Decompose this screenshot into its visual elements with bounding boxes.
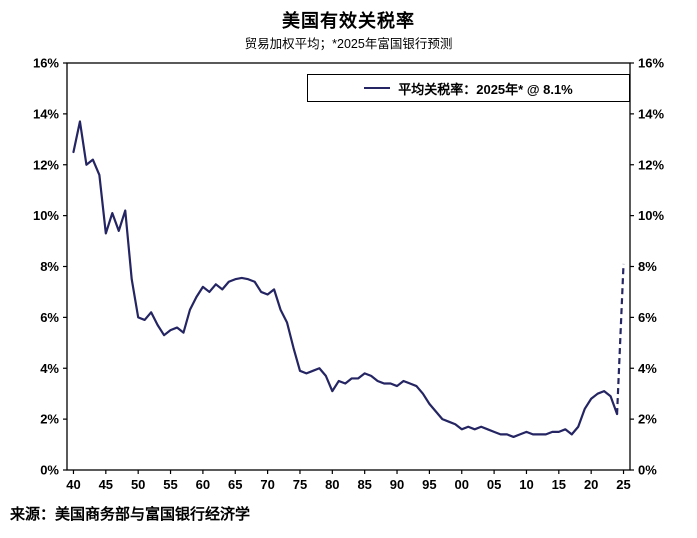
svg-text:12%: 12% xyxy=(638,157,664,172)
svg-text:6%: 6% xyxy=(638,310,657,325)
svg-text:2%: 2% xyxy=(40,412,59,427)
legend-line-sample xyxy=(364,87,391,89)
svg-text:15: 15 xyxy=(552,477,566,492)
svg-text:50: 50 xyxy=(131,477,145,492)
svg-text:20: 20 xyxy=(584,477,598,492)
svg-text:4%: 4% xyxy=(638,361,657,376)
chart-subtitle: 贸易加权平均；*2025年富国银行预测 xyxy=(244,37,453,51)
svg-text:05: 05 xyxy=(487,477,501,492)
svg-text:16%: 16% xyxy=(638,56,664,71)
svg-text:55: 55 xyxy=(163,477,177,492)
svg-text:8%: 8% xyxy=(638,259,657,274)
svg-text:14%: 14% xyxy=(638,106,664,121)
svg-text:65: 65 xyxy=(228,477,242,492)
svg-text:70: 70 xyxy=(260,477,274,492)
svg-text:45: 45 xyxy=(99,477,113,492)
svg-text:80: 80 xyxy=(325,477,339,492)
svg-text:0%: 0% xyxy=(638,463,657,478)
svg-text:16%: 16% xyxy=(33,56,59,71)
svg-text:12%: 12% xyxy=(33,157,59,172)
svg-text:10: 10 xyxy=(519,477,533,492)
svg-text:75: 75 xyxy=(293,477,307,492)
svg-text:60: 60 xyxy=(196,477,210,492)
svg-text:40: 40 xyxy=(66,477,80,492)
svg-text:6%: 6% xyxy=(40,310,59,325)
source-note: 来源：美国商务部与富国银行经济学 xyxy=(10,506,251,523)
chart-legend: 平均关税率：2025年* @ 8.1% xyxy=(307,74,630,102)
svg-text:4%: 4% xyxy=(40,361,59,376)
svg-text:90: 90 xyxy=(390,477,404,492)
svg-text:25: 25 xyxy=(616,477,630,492)
legend-label: 平均关税率：2025年* @ 8.1% xyxy=(398,81,573,97)
svg-text:10%: 10% xyxy=(33,208,59,223)
chart-title: 美国有效关税率 xyxy=(282,11,415,31)
svg-text:00: 00 xyxy=(455,477,469,492)
svg-text:8%: 8% xyxy=(40,259,59,274)
svg-text:10%: 10% xyxy=(638,208,664,223)
svg-text:85: 85 xyxy=(357,477,371,492)
svg-text:0%: 0% xyxy=(40,463,59,478)
svg-text:2%: 2% xyxy=(638,412,657,427)
svg-text:95: 95 xyxy=(422,477,436,492)
svg-text:14%: 14% xyxy=(33,106,59,121)
